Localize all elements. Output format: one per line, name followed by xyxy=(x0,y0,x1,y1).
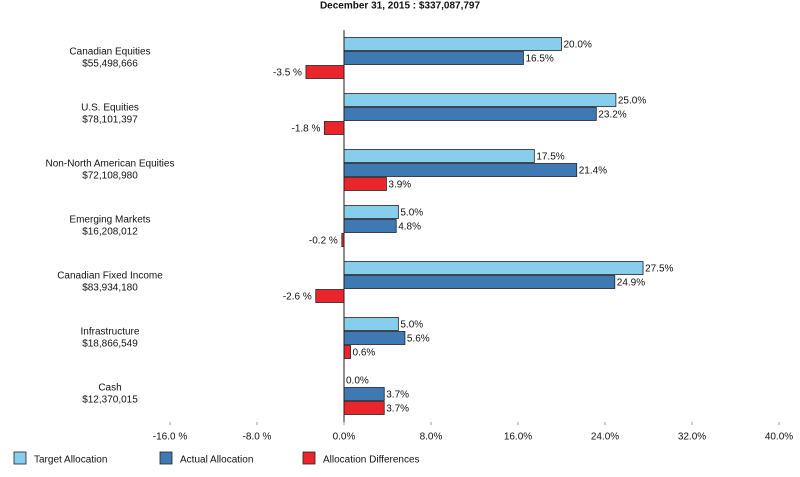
x-tick-label: -8.0 % xyxy=(243,432,272,443)
value-label: 24.9% xyxy=(617,278,645,289)
value-label: 25.0% xyxy=(618,96,646,107)
bar xyxy=(343,93,617,107)
category-label: U.S. Equities xyxy=(81,103,139,114)
value-label: 23.2% xyxy=(598,110,626,121)
bar xyxy=(343,345,351,359)
value-label: -2.6 % xyxy=(283,292,312,303)
category-amount: $72,108,980 xyxy=(82,171,138,182)
value-label: 27.5% xyxy=(645,264,673,275)
bar xyxy=(343,107,597,121)
value-label: 0.6% xyxy=(353,348,376,359)
bar xyxy=(343,37,562,51)
value-label: 5.6% xyxy=(407,334,430,345)
value-label: 16.5% xyxy=(525,54,553,65)
x-tick-label: 24.0% xyxy=(591,432,619,443)
bar xyxy=(343,51,524,65)
category-amount: $16,208,012 xyxy=(82,227,138,238)
category-amount: $83,934,180 xyxy=(82,283,138,294)
chart-title: December 31, 2015 : $337,087,797 xyxy=(320,1,481,12)
bar xyxy=(343,387,385,401)
bar xyxy=(343,317,399,331)
x-tick-label: 16.0% xyxy=(504,432,532,443)
bar xyxy=(343,331,406,345)
bar xyxy=(305,65,345,79)
legend-label: Target Allocation xyxy=(34,455,107,466)
legend-swatch xyxy=(13,451,27,465)
x-tick-label: -16.0 % xyxy=(153,432,188,443)
value-label: 3.7% xyxy=(386,390,409,401)
category-amount: $18,866,549 xyxy=(82,339,138,350)
category-amount: $55,498,666 xyxy=(82,59,138,70)
bar xyxy=(343,205,399,219)
value-label: -0.2 % xyxy=(309,236,338,247)
value-label: 21.4% xyxy=(579,166,607,177)
value-label: 17.5% xyxy=(536,152,564,163)
value-label: 5.0% xyxy=(400,320,423,331)
category-amount: $78,101,397 xyxy=(82,115,138,126)
bar xyxy=(343,401,385,415)
x-tick-label: 0.0% xyxy=(333,432,356,443)
category-label: Emerging Markets xyxy=(69,215,150,226)
value-label: 3.7% xyxy=(386,404,409,415)
value-label: 4.8% xyxy=(398,222,421,233)
x-tick-label: 32.0% xyxy=(678,432,706,443)
bar xyxy=(315,289,345,303)
x-tick-label: 40.0% xyxy=(765,432,793,443)
legend-label: Allocation Differences xyxy=(323,455,420,466)
value-label: -3.5 % xyxy=(273,68,302,79)
bar xyxy=(343,177,387,191)
category-label: Non-North American Equities xyxy=(46,159,175,170)
legend-swatch xyxy=(159,451,173,465)
legend-swatch xyxy=(302,451,316,465)
value-label: -1.8 % xyxy=(292,124,321,135)
value-label: 3.9% xyxy=(388,180,411,191)
bar xyxy=(343,261,644,275)
category-label: Canadian Equities xyxy=(69,47,150,58)
bar xyxy=(343,219,397,233)
bar xyxy=(324,121,345,135)
bar xyxy=(343,275,616,289)
bar xyxy=(343,163,578,177)
x-tick-label: 8.0% xyxy=(420,432,443,443)
bar xyxy=(343,149,535,163)
value-label: 5.0% xyxy=(400,208,423,219)
category-amount: $12,370,015 xyxy=(82,395,138,406)
legend-label: Actual Allocation xyxy=(180,455,253,466)
category-label: Infrastructure xyxy=(81,327,140,338)
category-label: Cash xyxy=(98,383,121,394)
value-label: 0.0% xyxy=(346,376,369,387)
value-label: 20.0% xyxy=(564,40,592,51)
category-label: Canadian Fixed Income xyxy=(57,271,163,282)
